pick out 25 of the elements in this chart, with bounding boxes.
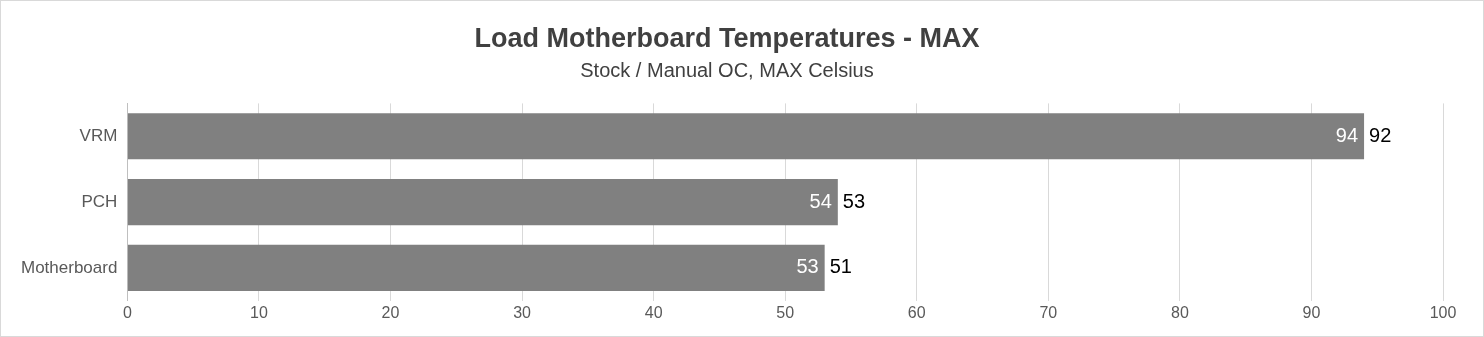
y-tick-label: PCH [81,191,118,211]
x-tick-label: 0 [122,303,132,321]
y-tick-label: VRM [79,125,118,145]
bar [127,244,825,291]
x-tick-label: 20 [381,303,400,321]
y-tick-label: Motherboard [21,257,118,277]
x-tick-label: 80 [1170,303,1189,321]
chart-title: Load Motherboard Temperatures - MAX [474,22,980,53]
data-label: 53 [796,255,819,278]
data-label: 94 [1335,123,1359,146]
bar [127,113,1365,160]
x-tick-label: 60 [907,303,926,321]
x-tick-label: 90 [1302,303,1321,321]
x-tick-label: 100 [1429,303,1457,321]
annotation: 51 [829,255,852,278]
bar [127,179,838,226]
annotation: 53 [842,189,866,212]
x-tick-label: 50 [776,303,795,321]
annotation: 92 [1369,123,1392,146]
x-tick-label: 70 [1039,303,1058,321]
data-label: 54 [809,189,832,212]
x-tick-label: 30 [513,303,532,321]
x-tick-label: 10 [250,303,268,321]
chart-subtitle: Stock / Manual OC, MAX Celsius [580,58,874,81]
x-tick-label: 40 [644,303,663,321]
